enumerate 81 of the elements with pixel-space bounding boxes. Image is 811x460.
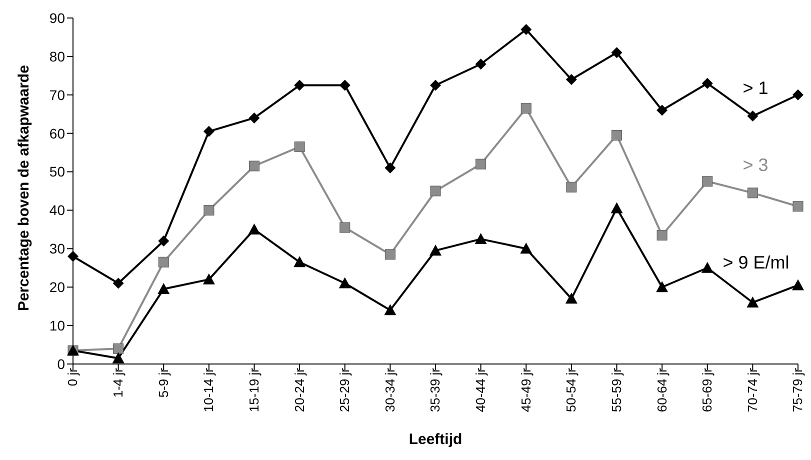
point bbox=[158, 283, 170, 294]
point bbox=[476, 158, 486, 170]
y-tick-label: 0 bbox=[57, 356, 66, 372]
y-tick-label: 30 bbox=[49, 240, 66, 257]
point bbox=[702, 176, 713, 187]
y-tick-label: 50 bbox=[49, 164, 66, 180]
point bbox=[112, 352, 124, 364]
x-tick-label: 1-4 jr bbox=[110, 367, 126, 398]
point bbox=[294, 80, 306, 91]
point bbox=[520, 24, 532, 36]
point bbox=[68, 250, 78, 262]
point bbox=[702, 78, 713, 89]
point bbox=[338, 277, 351, 288]
point bbox=[566, 74, 577, 86]
point bbox=[430, 244, 442, 256]
x-tick-label: 75-79 jr bbox=[790, 367, 806, 412]
y-tick-label: 10 bbox=[49, 318, 66, 334]
point bbox=[430, 186, 441, 196]
x-tick-label: 45-49 jr bbox=[518, 367, 534, 412]
x-tick-label: 40-44 jr bbox=[473, 367, 488, 412]
point bbox=[113, 343, 124, 354]
x-tick-label: 60-64 jr bbox=[654, 367, 670, 412]
point bbox=[384, 162, 396, 174]
point bbox=[339, 80, 350, 91]
point bbox=[656, 281, 668, 292]
x-tick-label: 30-34 jr bbox=[382, 367, 398, 412]
point bbox=[474, 233, 487, 244]
point bbox=[792, 279, 804, 290]
y-tick-label: 40 bbox=[49, 202, 66, 218]
point bbox=[249, 160, 260, 172]
x-tick-label: 25-29 jr bbox=[337, 367, 352, 412]
point bbox=[565, 292, 578, 304]
point bbox=[203, 126, 214, 137]
point bbox=[611, 47, 622, 58]
x-tick-label: 10-14 jr bbox=[201, 367, 216, 412]
point bbox=[430, 80, 441, 91]
point bbox=[294, 256, 306, 268]
y-tick-label: 60 bbox=[49, 125, 66, 142]
point bbox=[384, 249, 396, 260]
x-tick-label: 35-39 jr bbox=[428, 367, 443, 412]
x-tick-label: 55-59 jr bbox=[608, 367, 624, 412]
x-tick-label: 50-54 jr bbox=[564, 367, 579, 412]
point bbox=[520, 103, 532, 114]
point bbox=[112, 278, 124, 289]
x-tick-label: 15-19 jr bbox=[246, 367, 262, 412]
point bbox=[248, 112, 260, 124]
y-tick-label: 70 bbox=[49, 86, 66, 103]
y-tick-label: 80 bbox=[49, 48, 66, 64]
series-label: > 1 bbox=[742, 78, 768, 98]
point bbox=[792, 201, 804, 212]
x-tick-label: 70-74 jr bbox=[744, 367, 760, 412]
y-tick-label: 20 bbox=[49, 279, 66, 296]
point bbox=[701, 262, 714, 273]
point bbox=[566, 182, 577, 192]
point bbox=[656, 230, 668, 240]
point bbox=[202, 273, 215, 284]
series-label: > 3 bbox=[742, 154, 768, 175]
point bbox=[610, 202, 623, 214]
point bbox=[792, 89, 804, 100]
y-axis-title: Percentage boven de afkapwaarde bbox=[15, 65, 32, 311]
point bbox=[520, 242, 532, 254]
point bbox=[384, 304, 396, 316]
x-tick-label: 5-9 jr bbox=[156, 367, 171, 398]
x-tick-label: 20-24 jr bbox=[292, 367, 307, 412]
point bbox=[294, 142, 305, 152]
x-tick-label: 65-69 jr bbox=[700, 367, 715, 412]
series-label: > 9 E/ml bbox=[722, 252, 790, 272]
y-tick-label: 90 bbox=[49, 10, 66, 26]
point bbox=[747, 188, 758, 198]
x-axis-title: Leeftijd bbox=[408, 431, 462, 448]
point bbox=[612, 130, 622, 141]
x-tick-label: 0 jr bbox=[65, 367, 80, 386]
point bbox=[204, 204, 214, 216]
point bbox=[248, 223, 260, 234]
point bbox=[746, 296, 759, 308]
point bbox=[475, 58, 486, 70]
point bbox=[158, 256, 169, 268]
point bbox=[656, 104, 668, 116]
point bbox=[747, 110, 758, 122]
point bbox=[158, 235, 170, 246]
point bbox=[340, 222, 350, 233]
